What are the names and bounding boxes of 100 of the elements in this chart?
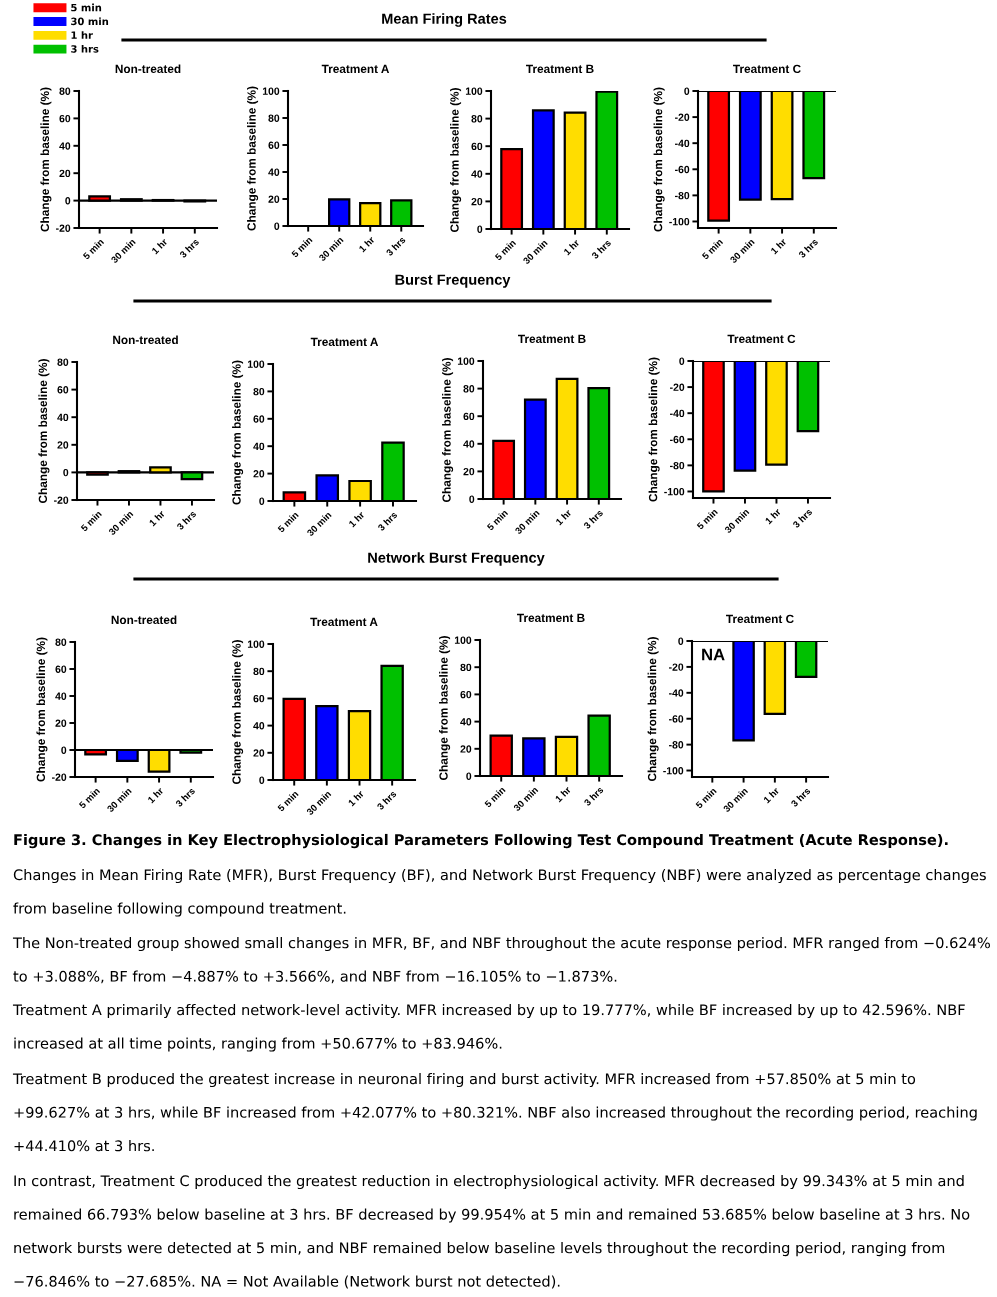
y-tick-label: 20 [59,169,71,178]
y-tick-label: 80 [463,385,475,393]
x-tick-label: 1 hr [770,237,787,255]
y-axis-title: Change from baseline (%) [450,88,462,232]
y-tick-label: 80 [57,358,69,366]
y-tick-label: -20 [669,663,684,671]
y-axis-title: Change from baseline (%) [38,359,50,503]
x-tick-label: 5 min [486,509,509,531]
x-tick-label: 1 hr [764,507,782,525]
x-tick-label: 30 min [729,238,755,264]
x-tick-label: 5 min [494,239,517,261]
y-tick-label: 80 [59,87,71,95]
x-tick-label: 3 hrs [792,508,813,529]
y-tick-label: 60 [57,386,69,394]
y-tick-label: -60 [675,165,690,174]
text: Figure 3. Changes in Key Electrophysiological Parameters Following Test Compound Treatment (Acute Response). [14,833,948,849]
x-tick-label: 30 min [318,236,344,262]
y-tick-label: 40 [59,142,71,150]
y-tick-label: 60 [268,141,280,149]
y-tick-label: 40 [471,170,483,178]
y-tick-label: 40 [253,722,265,730]
x-tick-label: 5 min [695,787,717,809]
y-tick-label: 100 [454,636,472,644]
y-tick-label: -40 [675,139,690,148]
legend-label: 5 min [71,3,102,12]
x-tick-label: 30 min [306,511,332,537]
x-tick-label: 5 min [276,790,299,812]
y-tick-label: 20 [57,441,69,449]
y-tick-label: -80 [669,741,684,749]
y-tick-label: 60 [463,412,475,421]
chart-title: Treatment A [321,64,390,74]
y-tick-label: 0 [63,468,69,477]
x-tick-label: 1 hr [148,509,166,527]
x-tick-label: 1 hr [347,789,365,807]
y-tick-label: 80 [55,638,67,646]
y-tick-label: 100 [247,360,265,368]
y-tick-label: 40 [57,413,69,422]
x-tick-label: 3 hrs [376,790,397,811]
legend-label: 30 min [71,17,109,26]
x-tick-label: 30 min [305,790,332,816]
x-tick-label: 30 min [107,510,134,536]
y-tick-label: 80 [471,115,483,123]
y-tick-label: 40 [253,442,265,451]
y-tick-label: 100 [465,87,483,95]
y-tick-label: -100 [669,217,690,226]
y-tick-label: -20 [52,773,67,781]
x-tick-label: 1 hr [763,786,780,804]
x-tick-label: 3 hrs [582,509,604,530]
y-tick-label: 60 [471,142,483,151]
x-tick-label: 30 min [514,509,540,535]
legend-label: 1 hr [71,31,93,39]
y-tick-label: 60 [59,114,71,123]
y-axis-title: Change from baseline (%) [232,640,244,784]
y-tick-label: -60 [669,715,684,723]
y-tick-label: -20 [670,383,685,391]
chart-title: Non-treated [115,64,181,74]
y-tick-label: 80 [268,114,280,122]
x-tick-label: 1 hr [348,510,365,528]
y-tick-label: -80 [670,461,685,470]
text: Treatment A primarily affected network-level activity. MFR increased by up to 19.777%, while BF increased by up to 42.596%. NBF increased at all time points, ranging from +50.677% to +83.946%. [12,1004,965,1052]
y-tick-label: 40 [460,718,472,726]
chart-title: Non-treated [113,335,178,345]
x-tick-label: 1 hr [147,786,164,804]
x-tick-label: 5 min [290,236,313,258]
y-tick-label: -20 [56,224,71,232]
y-tick-label: -20 [54,496,69,504]
y-tick-label: 0 [469,495,475,503]
text: Network Burst Frequency [368,552,545,566]
y-axis-title: Change from baseline (%) [40,87,52,232]
x-tick-label: 3 hrs [377,511,398,532]
chart-title: Treatment A [310,337,379,347]
y-axis-title: Change from baseline (%) [36,637,48,782]
text: Changes in Mean Firing Rate (MFR), Burst Frequency (BF), and Network Burst Frequency (NBF) were analyzed as percentage changes from baseline following compound treatment. [13,869,986,917]
chart-title: Non-treated [111,615,177,625]
y-tick-label: 80 [253,387,265,396]
y-tick-label: 40 [55,692,67,700]
legend-label: 3 hrs [71,44,99,53]
x-tick-label: 5 min [483,786,506,808]
y-tick-label: 20 [460,745,472,753]
y-axis-title: Change from baseline (%) [439,636,451,780]
y-tick-label: 80 [253,667,265,676]
x-tick-label: 5 min [696,508,718,530]
text: The Non-treated group showed small changes in MFR, BF, and NBF throughout the acute response period. MFR ranged from −0.624% to +3.088%, BF from −4.887% to +3.566%, and NBF from −16.105% to −1.873%. [12,937,990,984]
chart-title: Treatment C [727,334,796,344]
y-tick-label: 0 [274,222,280,230]
y-axis-title: Change from baseline (%) [647,637,659,781]
x-tick-label: 30 min [522,239,548,265]
y-tick-label: 60 [253,415,265,423]
x-tick-label: 5 min [80,510,102,532]
x-tick-label: 30 min [722,787,749,813]
chart-title: Treatment B [517,613,585,623]
y-tick-label: 20 [253,749,265,757]
x-tick-label: 5 min [277,511,299,533]
y-axis-title: Change from baseline (%) [653,87,665,232]
x-tick-label: 3 hrs [797,238,819,259]
x-tick-label: 1 hr [563,238,580,256]
x-tick-label: 3 hrs [583,786,604,807]
y-tick-label: 80 [460,663,472,672]
y-tick-label: 0 [466,772,472,780]
chart-title: Treatment C [733,64,801,74]
